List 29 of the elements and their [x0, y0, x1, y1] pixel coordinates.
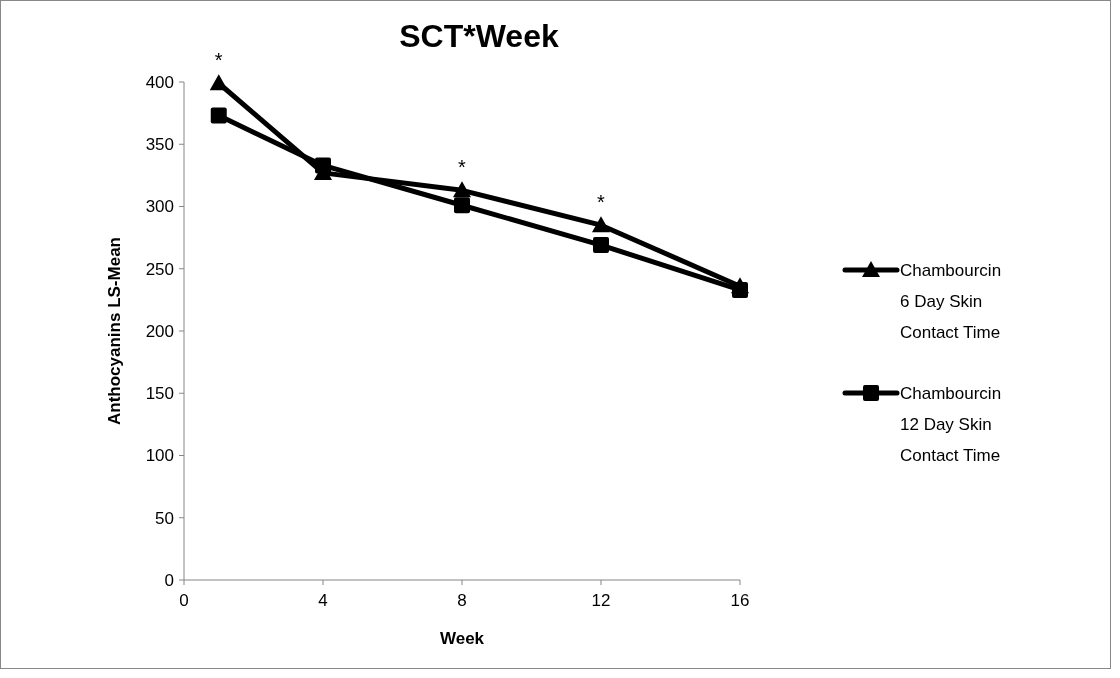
y-tick-label: 50 [155, 508, 174, 528]
point [210, 107, 227, 124]
y-tick-label: 400 [145, 72, 174, 92]
y-tick-label: 350 [145, 135, 174, 155]
x-tick-label: 8 [457, 591, 467, 610]
point [209, 74, 228, 91]
x-tick-label: 16 [730, 591, 750, 610]
annotation: * [214, 49, 223, 72]
y-tick-label: 100 [145, 446, 174, 466]
annotation: * [458, 156, 467, 179]
y-tick-label: 200 [145, 321, 174, 341]
point [453, 181, 471, 198]
y-axis-title: Anthocyanins LS-Mean [105, 237, 124, 425]
legend-label: Chambourcin 12 Day Skin Contact Time [900, 383, 1002, 465]
point [593, 237, 609, 254]
annotation: * [597, 191, 606, 214]
chart-title: SCT*Week [399, 18, 559, 54]
y-tick-label: 300 [145, 197, 174, 217]
x-tick-label: 0 [179, 591, 189, 610]
y-tick-label: 150 [145, 384, 174, 404]
legend-label: Chambourcin 6 Day Skin Contact Time [900, 260, 1002, 342]
point [731, 277, 749, 294]
point [592, 216, 610, 233]
x-axis-title: Week [439, 629, 485, 648]
y-tick-label: 250 [145, 259, 174, 279]
x-tick-label: 12 [591, 591, 611, 610]
x-tick-label: 4 [318, 591, 328, 610]
point [454, 197, 470, 214]
y-tick-label: 0 [164, 570, 174, 590]
